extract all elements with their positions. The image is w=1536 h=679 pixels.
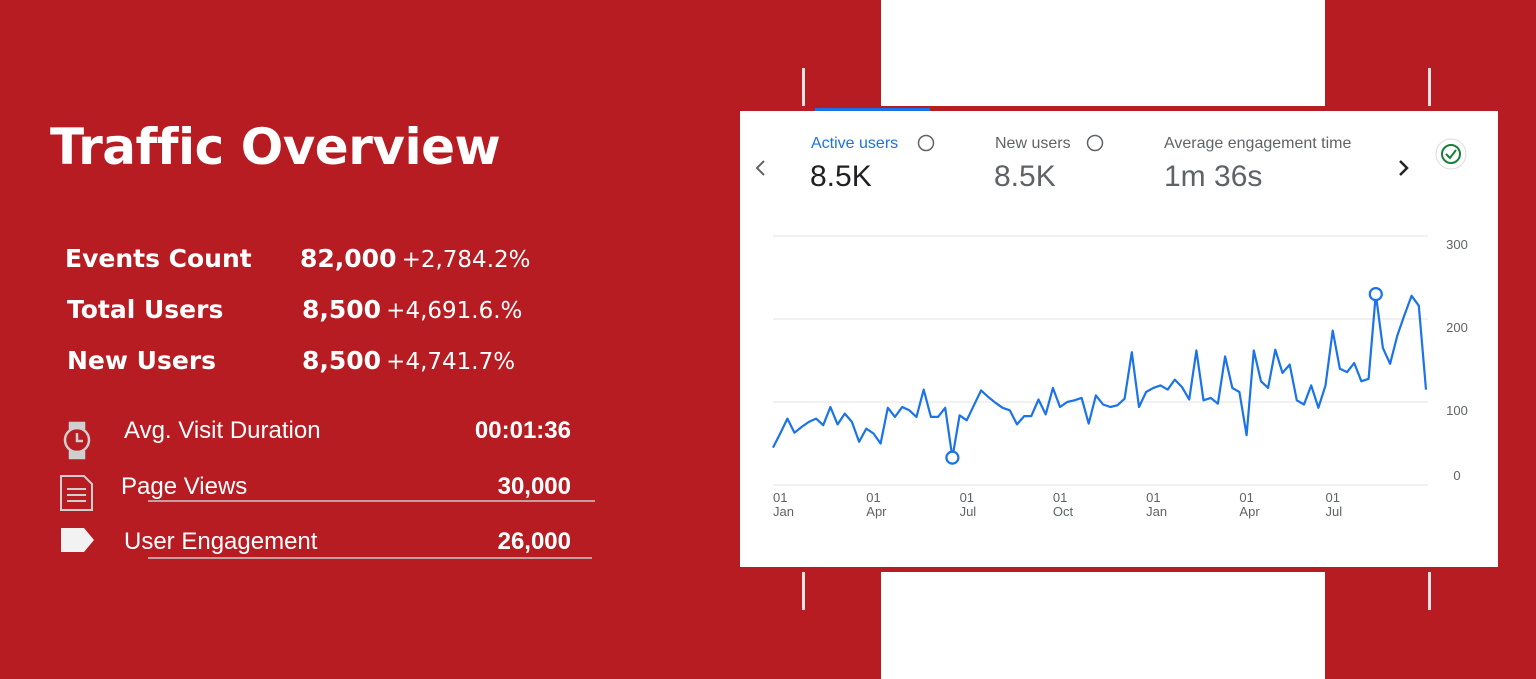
card-edge xyxy=(881,106,1325,111)
y-tick-label: 300 xyxy=(1446,237,1468,252)
metric-value: 30,000 xyxy=(497,473,571,500)
x-tick-label: 01 Jul xyxy=(959,490,977,519)
stat-change: +4,741.7% xyxy=(386,349,516,375)
stat-label: Events Count xyxy=(65,244,252,273)
stat: 8,500 +4,691.6.% xyxy=(302,295,522,324)
status-badge xyxy=(1435,138,1467,170)
tab-value: 8.5K xyxy=(810,160,872,193)
clock-icon xyxy=(63,421,91,460)
x-tick-label: 01 Oct xyxy=(1052,490,1074,519)
divider xyxy=(802,68,805,106)
tab-indicator xyxy=(815,108,930,111)
x-tick-label: 01 Jan xyxy=(1146,490,1168,519)
divider xyxy=(1428,68,1431,106)
help-icon[interactable] xyxy=(917,134,935,152)
tab-label[interactable]: Active users xyxy=(811,135,899,152)
metric-label: Avg. Visit Duration xyxy=(124,417,321,444)
y-tick-label: 0 xyxy=(1453,468,1460,483)
x-tick-label: 01 Apr xyxy=(1239,490,1260,519)
stat-value: 8,500 xyxy=(302,295,382,324)
metric-value: 00:01:36 xyxy=(474,417,571,444)
data-line xyxy=(772,293,1428,459)
divider xyxy=(802,572,805,610)
metric-label: User Engagement xyxy=(124,528,318,555)
tab-label[interactable]: Average engagement time xyxy=(1164,135,1352,152)
highlight-point xyxy=(1368,287,1383,302)
x-tick-label: 01 Jul xyxy=(1325,490,1343,519)
prev-button[interactable] xyxy=(755,160,765,176)
metric-value: 26,000 xyxy=(497,528,571,555)
x-tick-label: 01 Jan xyxy=(773,490,794,519)
slide-title: Traffic Overview xyxy=(50,118,501,176)
check-icon xyxy=(1441,144,1461,164)
stat-label: Total Users xyxy=(67,295,224,324)
y-tick-label: 100 xyxy=(1446,403,1468,418)
check-mark xyxy=(1445,149,1457,160)
help-icon[interactable] xyxy=(1086,134,1104,152)
stat: 82,000 +2,784.2% xyxy=(300,244,531,273)
metric-label: Page Views xyxy=(121,473,248,500)
stat-label: New Users xyxy=(67,346,217,375)
stat-change: +2,784.2% xyxy=(401,247,531,273)
tab-value: 8.5K xyxy=(994,160,1056,193)
next-button[interactable] xyxy=(1399,160,1409,176)
stat-change: +4,691.6.% xyxy=(386,298,523,324)
divider xyxy=(1428,572,1431,610)
y-tick-label: 200 xyxy=(1446,320,1468,335)
tab-label[interactable]: New users xyxy=(995,135,1071,152)
page-icon xyxy=(60,475,93,511)
x-tick-label: 01 Apr xyxy=(866,490,887,519)
stat-value: 82,000 xyxy=(300,244,397,273)
highlight-point xyxy=(945,450,960,465)
tab-value: 1m 36s xyxy=(1164,160,1263,193)
tag-icon xyxy=(61,528,94,552)
stat: 8,500 +4,741.7% xyxy=(302,346,515,375)
card-edge xyxy=(881,567,1325,572)
stat-value: 8,500 xyxy=(302,346,382,375)
